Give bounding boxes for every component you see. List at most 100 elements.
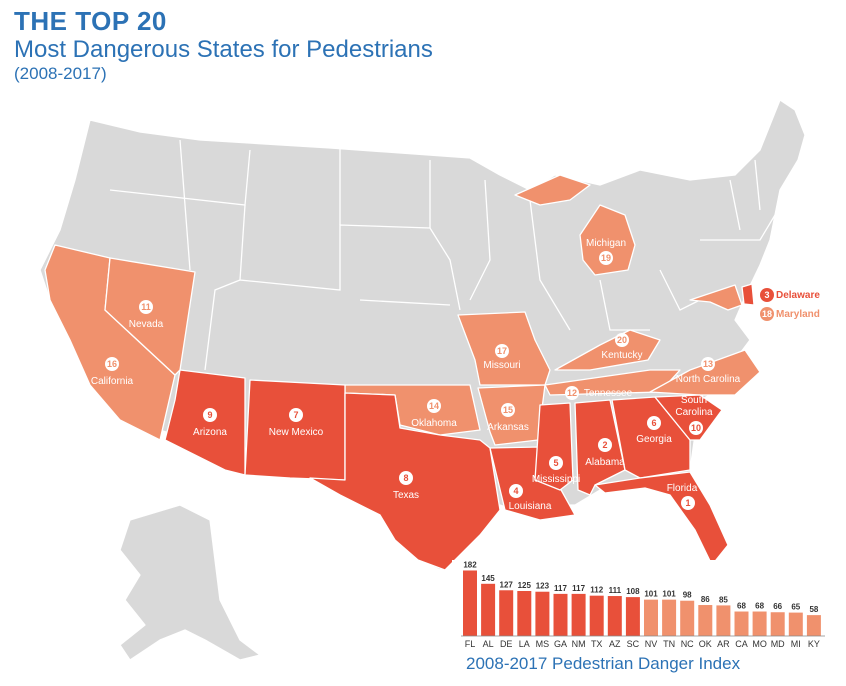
bar-MD <box>770 612 785 636</box>
rank-11-20-states <box>44 174 761 446</box>
bar-MS <box>535 591 550 636</box>
danger-index-bar-chart: 182 FL 145 AL 127 DE 125 LA 123 MS 117 GA 117 NM 112 TX… <box>452 560 842 650</box>
marker-rank-13: 13 North Carolina <box>676 357 741 385</box>
bar-category-CA: CA <box>735 639 748 649</box>
svg-text:Georgia: Georgia <box>636 434 672 445</box>
marker-rank-6: 6 Georgia <box>636 416 672 445</box>
bar-category-MD: MD <box>771 639 785 649</box>
bar-category-AL: AL <box>483 639 494 649</box>
alaska <box>119 504 261 661</box>
top-10-states <box>164 283 755 571</box>
bar-KY <box>806 615 821 636</box>
bar-GA <box>553 593 568 636</box>
bar-category-NM: NM <box>572 639 586 649</box>
svg-text:Maryland: Maryland <box>776 309 820 320</box>
marker-rank-12: 12 Tennessee <box>565 386 633 400</box>
bar-TX <box>589 595 604 636</box>
marker-rank-14: 14 Oklahoma <box>411 399 457 429</box>
svg-text:Arizona: Arizona <box>193 427 227 438</box>
svg-text:North Carolina: North Carolina <box>676 374 741 385</box>
bar-category-MO: MO <box>752 639 767 649</box>
svg-text:Florida: Florida <box>667 483 698 494</box>
state-michigan-upper <box>514 174 591 206</box>
marker-rank-4: 4 Louisiana <box>509 484 552 512</box>
svg-text:Missouri: Missouri <box>483 360 520 371</box>
svg-text:3: 3 <box>764 290 769 300</box>
bar-NM <box>571 593 586 636</box>
bar-value-NC: 98 <box>683 591 692 600</box>
bar-NC <box>680 600 695 636</box>
bar-AL <box>481 583 496 636</box>
bar-value-TN: 101 <box>662 590 676 599</box>
bar-value-NV: 101 <box>644 590 658 599</box>
svg-text:8: 8 <box>403 473 408 483</box>
marker-rank-3: 3 Delaware <box>760 288 820 302</box>
bar-AR <box>716 605 731 636</box>
bar-FL <box>463 570 477 636</box>
marker-rank-19: Michigan 19 <box>586 238 626 265</box>
state-kentucky <box>554 329 661 371</box>
svg-text:New Mexico: New Mexico <box>269 427 324 438</box>
bar-value-GA: 117 <box>554 584 567 593</box>
marker-rank-1: 1 Florida <box>667 483 698 510</box>
svg-text:19: 19 <box>601 253 611 263</box>
svg-text:Alabama: Alabama <box>585 457 625 468</box>
bar-value-SC: 108 <box>626 587 640 596</box>
bar-value-DE: 127 <box>500 580 514 589</box>
bar-value-KY: 58 <box>809 605 818 614</box>
bar-MO <box>752 611 767 636</box>
svg-text:South: South <box>681 395 707 406</box>
bar-value-FL: 182 <box>463 560 477 569</box>
svg-text:Nevada: Nevada <box>129 319 164 330</box>
marker-rank-11: 11 Nevada <box>129 300 164 330</box>
svg-text:9: 9 <box>207 410 212 420</box>
state-mississippi <box>534 402 574 491</box>
bar-category-NC: NC <box>681 639 694 649</box>
map-subtitle: Most Dangerous States for Pedestrians <box>14 36 433 63</box>
bar-value-MO: 68 <box>755 602 764 611</box>
bar-LA <box>517 591 532 636</box>
map-title: THE TOP 20 <box>14 6 167 36</box>
marker-rank-18: 18 Maryland <box>760 307 820 321</box>
state-arizona <box>164 369 246 476</box>
bar-value-AR: 85 <box>719 595 728 604</box>
bar-value-MD: 66 <box>773 602 782 611</box>
bar-category-SC: SC <box>627 639 640 649</box>
svg-text:12: 12 <box>567 388 577 398</box>
svg-text:Kentucky: Kentucky <box>601 350 642 361</box>
map-period: (2008-2017) <box>14 64 107 83</box>
svg-text:15: 15 <box>503 405 513 415</box>
bar-value-NM: 117 <box>572 584 585 593</box>
marker-rank-5: 5 Mississippi <box>532 456 580 485</box>
svg-text:Michigan: Michigan <box>586 238 626 249</box>
bar-value-MS: 123 <box>536 582 550 591</box>
svg-text:4: 4 <box>513 486 518 496</box>
bar-category-TX: TX <box>591 639 603 649</box>
bar-category-LA: LA <box>519 639 530 649</box>
svg-text:20: 20 <box>617 335 627 345</box>
svg-text:Mississippi: Mississippi <box>532 474 580 485</box>
bar-category-OK: OK <box>699 639 712 649</box>
bar-category-TN: TN <box>663 639 675 649</box>
bar-value-TX: 112 <box>590 586 603 595</box>
svg-text:5: 5 <box>553 458 558 468</box>
bar-category-MI: MI <box>791 639 801 649</box>
svg-text:2: 2 <box>602 440 607 450</box>
svg-text:18: 18 <box>762 309 772 319</box>
marker-rank-2: 2 Alabama <box>585 438 625 468</box>
svg-text:Tennessee: Tennessee <box>584 388 633 399</box>
marker-rank-15: 15 Arkansas <box>487 403 529 433</box>
bar-category-AR: AR <box>717 639 730 649</box>
bar-value-AZ: 111 <box>609 586 622 595</box>
bar-category-AZ: AZ <box>609 639 621 649</box>
bar-chart-title: 2008-2017 Pedestrian Danger Index <box>466 654 741 673</box>
svg-text:Oklahoma: Oklahoma <box>411 418 457 429</box>
svg-text:1: 1 <box>685 498 690 508</box>
bar-OK <box>698 605 713 636</box>
bar-TN <box>662 599 677 636</box>
bar-category-NV: NV <box>645 639 658 649</box>
